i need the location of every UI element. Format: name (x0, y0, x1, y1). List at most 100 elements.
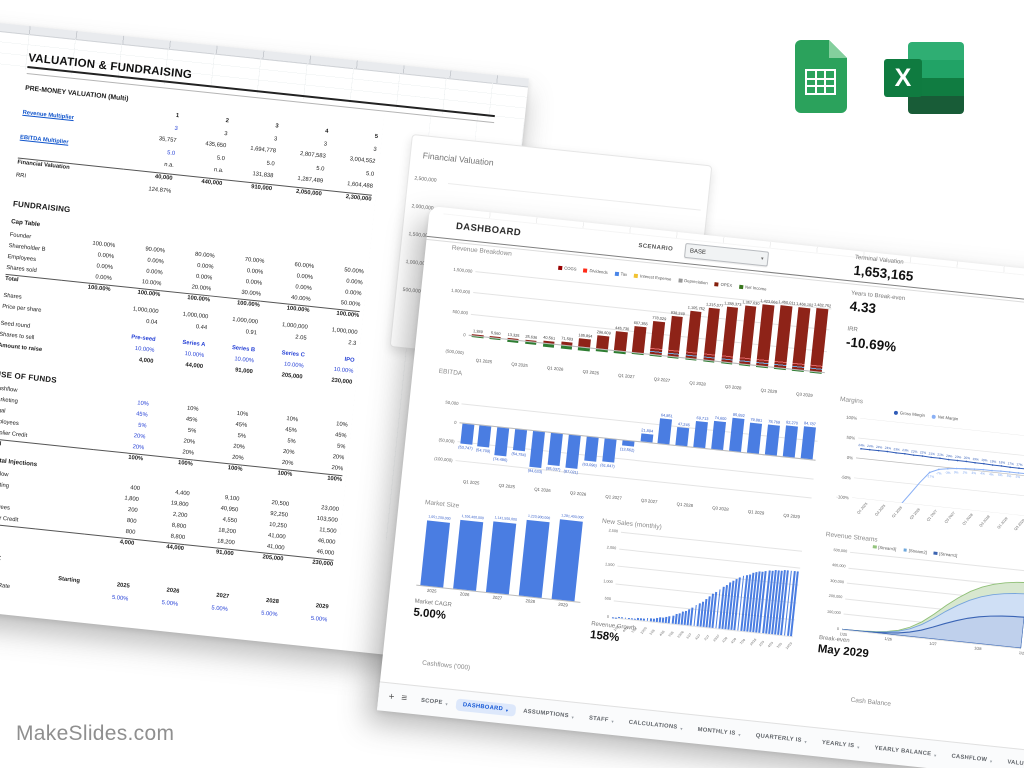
legend-label: [Stream2] (908, 547, 928, 555)
bar (612, 616, 614, 618)
svg-text:22%: 22% (911, 449, 918, 454)
bar (627, 617, 630, 620)
y-tick-label: 2,000 (606, 545, 617, 551)
svg-text:17%: 17% (1016, 462, 1023, 467)
margins-chart: Margins Gross Margin Net Margin 100% 50% 0% -… (827, 396, 1024, 549)
row-label: RRI (15, 172, 27, 180)
y-tick-label: 500,000 (402, 286, 421, 295)
svg-text:18%: 18% (990, 459, 997, 464)
margins-plot: 24% 24% 24% 24% 23% 23% 22% 22% 21% 21% 20% 20% 20% 1… (851, 418, 1024, 517)
revenue-streams-chart: Revenue Streams Break-even May 2029 [Str… (810, 531, 1024, 702)
legend-swatch (583, 267, 588, 273)
y-tick-label: 2,500 (608, 527, 619, 533)
x-tick-label: 7/27 (703, 634, 711, 642)
x-tick-label: 1/28 (721, 636, 729, 644)
legend-label: Net Income (744, 284, 767, 292)
new-sales-chart: New Sales (monthly) Revenue Growth 158% … (588, 518, 809, 679)
y-tick-label: 0 (606, 614, 610, 619)
bar (675, 427, 690, 447)
x-tick-label: 7/25 (630, 626, 638, 634)
x-tick-label: Q3 2027 (653, 376, 671, 384)
x-tick-label: Q1 2025 (856, 501, 869, 515)
cell (71, 178, 121, 189)
bar (693, 420, 709, 449)
svg-text:2%: 2% (962, 470, 967, 474)
x-tick-label: Q3 2029 (1013, 518, 1024, 532)
y-tick-label: 2,500,000 (414, 175, 437, 184)
x-tick-label: Q3 2026 (908, 507, 921, 521)
watermark-text: MakeSlides.com (16, 722, 175, 745)
svg-text:4%: 4% (980, 471, 985, 475)
sheet-tab[interactable]: VALUATION (1000, 756, 1024, 768)
svg-text:-7%: -7% (936, 471, 942, 476)
x-tick-label: Q1 2029 (996, 516, 1009, 530)
svg-text:24%: 24% (858, 443, 865, 448)
x-tick-label: Q3 2026 (582, 368, 600, 376)
cell: 4,000 (84, 533, 135, 547)
sheet-tab[interactable]: CASHFLOW (944, 750, 1000, 768)
y-tick-label: 0% (846, 454, 854, 461)
bar (800, 426, 816, 460)
legend-swatch (872, 544, 877, 549)
sheet-tab[interactable]: YEARLY IS (814, 736, 867, 753)
excel-icon: X (884, 42, 964, 114)
svg-text:23%: 23% (902, 448, 909, 453)
x-tick-label: Q1 2026 (533, 486, 551, 494)
sheet-tab[interactable]: QUARTERLY IS (748, 729, 814, 748)
row-label: Risk-free Rate (0, 580, 11, 590)
bar (618, 617, 621, 619)
legend-swatch (558, 265, 563, 270)
svg-text:-17%: -17% (927, 474, 935, 479)
all-sheets-menu-icon[interactable]: ≡ (400, 692, 408, 705)
bar-value-label: (74,486) (492, 456, 508, 463)
sheet-tab[interactable]: YEARLY BALANCE (867, 742, 944, 762)
cell: 100.00% (309, 305, 360, 319)
x-tick-label: Q3 2025 (873, 503, 886, 517)
revenue-growth-value: 158% (589, 629, 620, 645)
add-sheet-icon[interactable]: + (387, 691, 395, 703)
cell (58, 309, 108, 320)
sheet-tab[interactable]: ASSUMPTIONS (516, 705, 582, 724)
svg-text:20%: 20% (964, 456, 971, 461)
y-tick-label: 50% (846, 434, 856, 441)
cell: 100.00% (259, 300, 310, 314)
y-tick-label: 300,000 (830, 578, 845, 585)
x-tick-label: 10/28 (748, 637, 757, 647)
sheet-tab[interactable]: CALCULATIONS (621, 716, 690, 735)
sheet-tab[interactable]: SCOPE (413, 694, 455, 710)
x-tick-label: 1/27 (929, 641, 937, 647)
svg-text:-3%: -3% (945, 470, 951, 475)
bar (711, 420, 727, 450)
kpi-block: IRR -10.69% (845, 326, 1024, 372)
legend-label: OPEX (720, 281, 733, 289)
legend-swatch (893, 410, 899, 415)
x-tick-label: Q1 2028 (689, 380, 707, 387)
sheet-tab[interactable]: DASHBOARD (455, 698, 516, 717)
sheet-tab[interactable]: STAFF (581, 712, 621, 728)
revenue-growth-block: Revenue Growth 158% (589, 621, 636, 646)
x-tick-label: 10/27 (712, 633, 721, 643)
cell (54, 348, 104, 359)
x-tick-label: Q3 2028 (978, 514, 991, 528)
bar (652, 618, 655, 622)
bar (636, 618, 640, 621)
cell: 0.04 (145, 318, 158, 326)
x-tick-label: Q1 2029 (747, 508, 765, 516)
negative-segment (792, 369, 804, 372)
negative-segment (596, 348, 608, 353)
x-tick-label: Q3 2027 (640, 497, 658, 505)
bar (633, 618, 636, 620)
svg-text:19%: 19% (972, 457, 979, 462)
cell: 5.00% (211, 605, 229, 613)
sheet-tab[interactable]: MONTHLY IS (690, 723, 748, 741)
cell: 100% (93, 448, 144, 463)
cell: 5.00% (111, 594, 129, 603)
legend-swatch (931, 414, 937, 419)
market-size-chart: Market Size Market CAGR 5.00% 1,051,200,… (411, 499, 593, 656)
excel-x-glyph: X (884, 59, 922, 97)
cell (221, 194, 271, 205)
x-tick-label: Q3 2026 (569, 490, 587, 497)
y-tick-label: 200,000 (828, 594, 843, 600)
y-tick-label: 500,000 (452, 309, 469, 316)
y-tick-label: 0 (836, 626, 840, 631)
